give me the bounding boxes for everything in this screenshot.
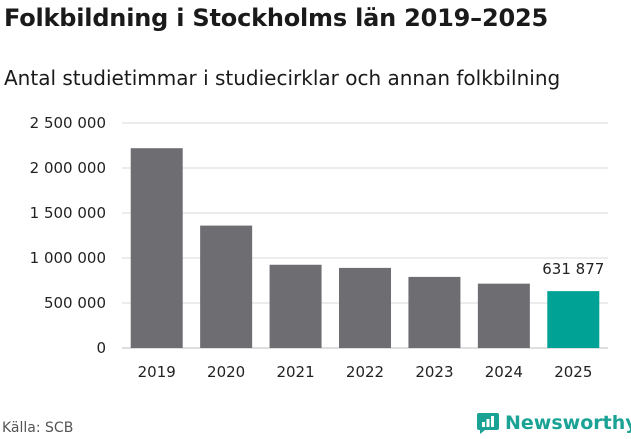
- bar-2020: [200, 225, 253, 348]
- bar-2021: [269, 264, 322, 348]
- y-tick-label: 500 000: [44, 294, 106, 312]
- x-axis-ticks: 2019 2020 2021 2022 2023 2024 2025: [138, 363, 593, 381]
- x-tick-label: 2019: [138, 363, 176, 381]
- chart-subtitle: Antal studietimmar i studiecirklar och a…: [4, 66, 561, 90]
- x-tick-label: 2022: [346, 363, 384, 381]
- chart-title: Folkbildning i Stockholms län 2019–2025: [4, 4, 548, 32]
- x-tick-label: 2025: [554, 363, 592, 381]
- x-tick-label: 2024: [485, 363, 523, 381]
- bar-2025: [547, 291, 600, 348]
- bar-2022: [339, 267, 391, 348]
- data-labels: 631 877: [542, 260, 604, 278]
- y-tick-label: 2 000 000: [30, 159, 106, 177]
- x-tick-label: 2020: [207, 363, 245, 381]
- brand-name: Newsworthy: [505, 412, 631, 434]
- y-tick-label: 2 500 000: [30, 114, 106, 132]
- y-tick-label: 0: [96, 339, 106, 357]
- y-tick-label: 1 000 000: [30, 249, 106, 267]
- x-tick-label: 2021: [276, 363, 314, 381]
- bar-2019: [130, 148, 183, 348]
- brand-logo[interactable]: Newsworthy: [476, 410, 631, 436]
- newsworthy-logo-icon: [477, 413, 499, 434]
- bar-2023: [408, 276, 461, 348]
- x-tick-label: 2023: [415, 363, 453, 381]
- source-note: Källa: SCB: [2, 420, 74, 436]
- y-tick-label: 1 500 000: [30, 204, 106, 222]
- bar-2024: [477, 283, 530, 348]
- data-label: 631 877: [542, 260, 604, 278]
- bar-chart: 0 500 000 1 000 000 1 500 000 2 000 000 2 500…: [30, 114, 608, 381]
- bars: [130, 148, 600, 348]
- y-axis-ticks: 0 500 000 1 000 000 1 500 000 2 000 000 2 500…: [30, 114, 106, 357]
